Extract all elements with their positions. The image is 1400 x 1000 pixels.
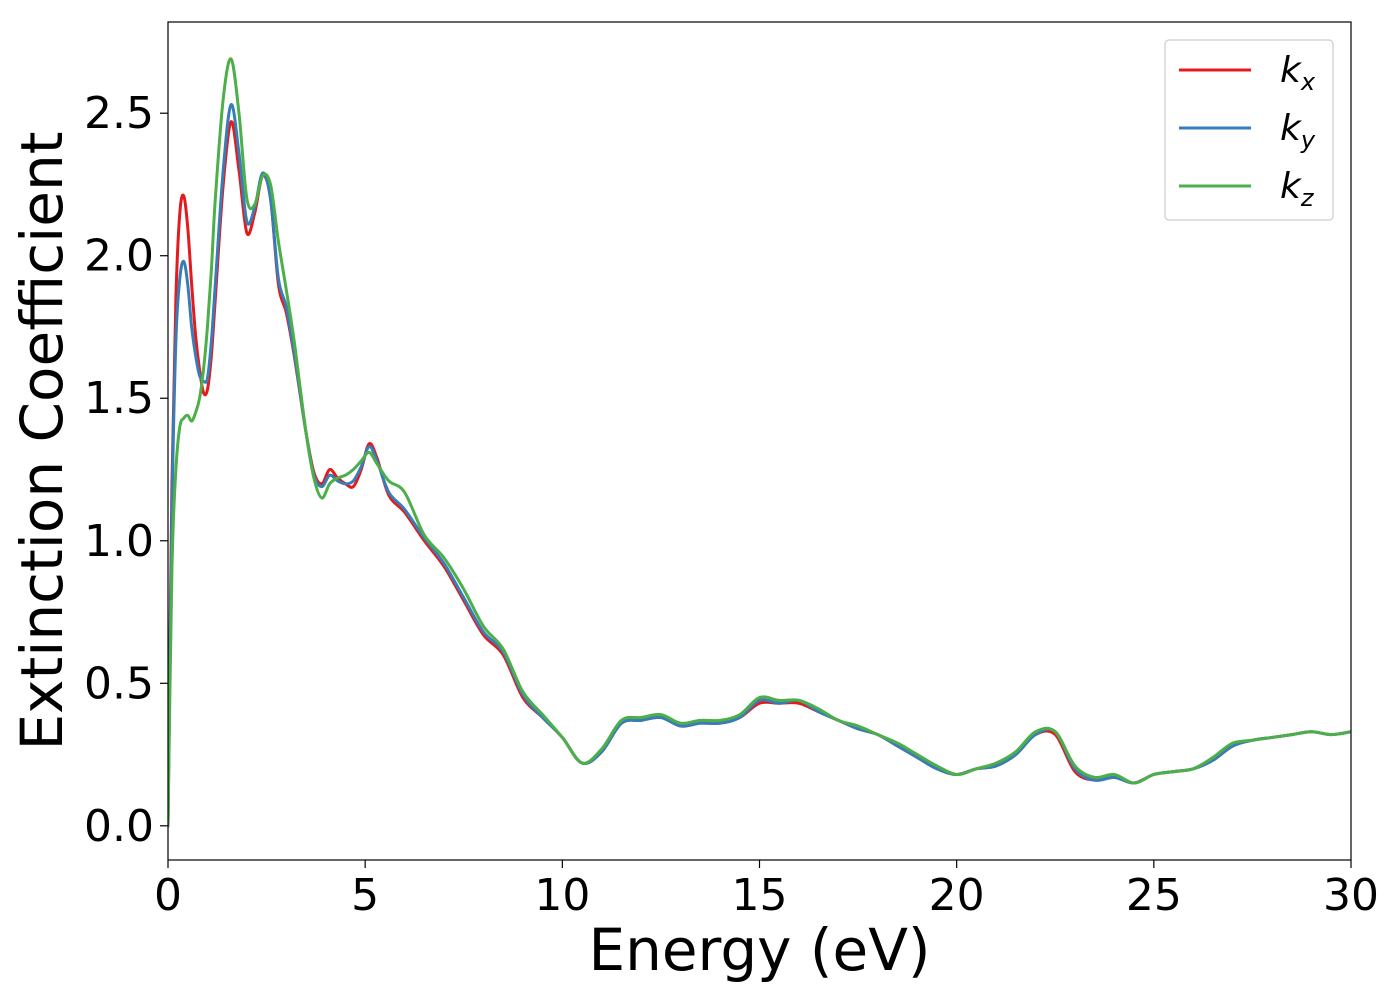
- x-tick-label: 30: [1323, 870, 1379, 921]
- y-tick-label: 1.5: [84, 373, 154, 424]
- y-tick-label: 0.0: [84, 801, 154, 852]
- plot-background: [168, 22, 1351, 860]
- x-tick-label: 0: [154, 870, 182, 921]
- y-tick-label: 2.5: [84, 88, 154, 139]
- legend-label-ky: ky: [1280, 108, 1316, 154]
- legend-label-subscript: x: [1300, 68, 1316, 96]
- y-axis: 0.0 0.5 1.0 1.5 2.0 2.5: [84, 88, 168, 852]
- legend-label-base: k: [1280, 166, 1303, 207]
- legend-label-subscript: z: [1300, 184, 1315, 212]
- series-layer: [168, 57, 1351, 828]
- y-tick-label: 2.0: [84, 231, 154, 282]
- x-axis-label: Energy (eV): [588, 916, 930, 984]
- x-tick-label: 10: [534, 870, 590, 921]
- x-tick-label: 20: [929, 870, 985, 921]
- legend-label-base: k: [1280, 50, 1303, 91]
- y-axis-label: Extinction Coefficient: [8, 132, 76, 751]
- y-tick-label: 0.5: [84, 658, 154, 709]
- y-tick-label: 1.0: [84, 516, 154, 567]
- legend-label-base: k: [1280, 108, 1303, 149]
- x-tick-label: 25: [1126, 870, 1182, 921]
- legend-label-subscript: y: [1300, 126, 1316, 154]
- x-axis: 0 5 10 15 20 25 30: [154, 860, 1379, 921]
- x-tick-label: 15: [732, 870, 788, 921]
- legend-label-kx: kx: [1280, 50, 1316, 96]
- series-line-kz: [168, 57, 1351, 828]
- legend-label-kz: kz: [1280, 166, 1315, 212]
- legend-box: [1164, 39, 1334, 221]
- x-tick-label: 5: [351, 870, 379, 921]
